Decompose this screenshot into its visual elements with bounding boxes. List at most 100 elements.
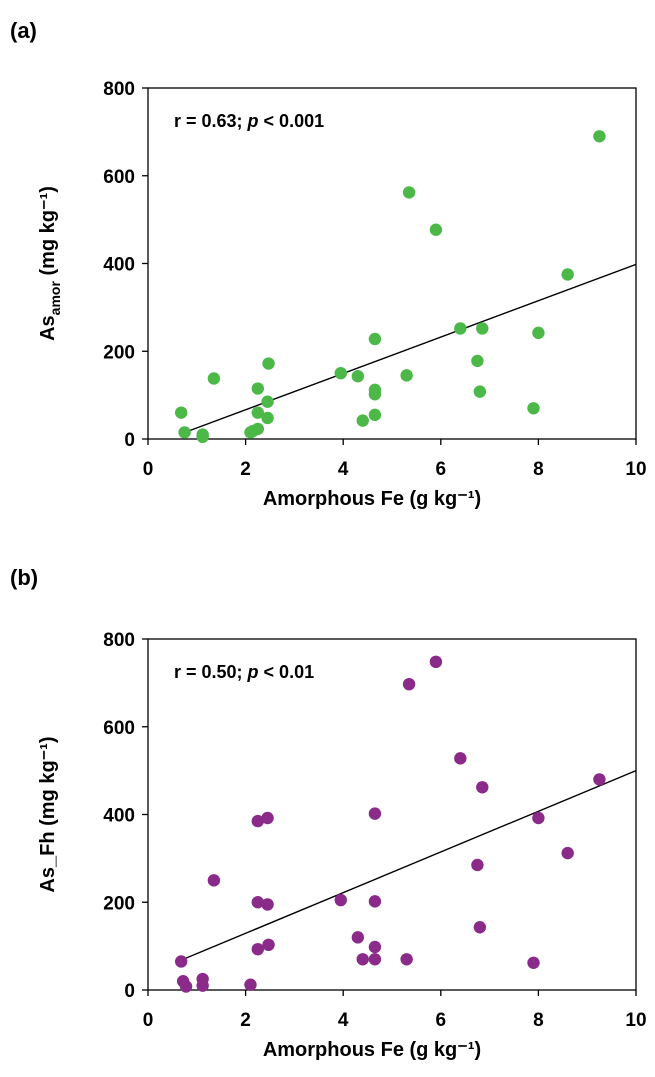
data-point (476, 781, 489, 794)
y-tick-label: 0 (124, 430, 135, 451)
correlation-annotation: r = 0.50; p < 0.01 (174, 662, 314, 682)
panel-label: (a) (10, 18, 37, 43)
correlation-annotation: r = 0.63; p < 0.001 (174, 111, 324, 131)
y-tick-label: 0 (124, 981, 135, 1002)
data-point (561, 268, 574, 281)
data-point (402, 186, 416, 199)
x-tick-label: 2 (240, 459, 251, 480)
data-point (261, 811, 274, 825)
plot-frame (147, 638, 637, 991)
data-point (356, 414, 369, 427)
x-axis-title: Amorphous Fe (g kg⁻¹) (263, 488, 481, 510)
x-tick-label: 4 (338, 459, 349, 480)
data-point (196, 979, 209, 992)
panel-label: (b) (10, 565, 38, 590)
p-value: < 0.001 (259, 111, 325, 131)
x-tick-label: 10 (625, 1010, 646, 1031)
data-point (251, 422, 264, 436)
x-tick-label: 8 (533, 459, 544, 480)
y-tick-label: 400 (103, 255, 135, 276)
y-axis-title-subscript: amor (47, 281, 63, 316)
x-tick-label: 0 (143, 459, 154, 480)
y-tick-label: 600 (103, 718, 135, 739)
p-value: < 0.01 (259, 662, 315, 682)
data-point (174, 955, 188, 968)
data-point (402, 677, 416, 691)
data-point (178, 426, 191, 439)
plot-frame (147, 87, 637, 440)
data-point (261, 395, 274, 408)
data-point (400, 369, 413, 382)
y-axis-title: Asamor (mg kg⁻¹) (37, 186, 63, 341)
data-point (368, 940, 382, 954)
data-point (368, 807, 382, 820)
y-axis-title-base: As_Fh (mg kg⁻¹) (37, 736, 59, 892)
r-value: r = 0.63; (174, 111, 248, 131)
data-point (244, 978, 257, 991)
data-point (473, 921, 487, 934)
x-tick-label: 6 (436, 459, 447, 480)
panel-a: (a) 0 2 4 6 8 10 0 200 400 600 800 r = 0.63; p < 0.0… (10, 18, 647, 510)
data-point (261, 411, 274, 425)
y-tick-label: 200 (103, 893, 135, 914)
data-point (593, 130, 606, 143)
data-point (471, 858, 484, 872)
data-point (251, 814, 264, 828)
y-tick-label: 200 (103, 342, 135, 363)
data-point (174, 406, 188, 419)
data-point (527, 956, 540, 969)
r-value: r = 0.50; (174, 662, 248, 682)
data-point (400, 953, 413, 966)
x-tick-label: 2 (240, 1010, 251, 1031)
data-point (473, 385, 487, 398)
data-point (251, 942, 264, 956)
data-point (368, 953, 382, 966)
trendline (180, 263, 637, 435)
y-tick-label: 400 (103, 806, 135, 827)
data-point (351, 370, 365, 383)
data-point (368, 388, 382, 401)
x-axis-title: Amorphous Fe (g kg⁻¹) (263, 1039, 481, 1061)
data-point (368, 895, 382, 908)
data-point (368, 332, 382, 346)
data-point (561, 846, 574, 860)
data-point (368, 408, 382, 422)
data-point (532, 811, 545, 825)
data-point (532, 326, 545, 340)
trendline (180, 769, 637, 961)
data-point (593, 773, 606, 786)
panel-b: (b) 0 2 4 6 8 10 0 200 400 600 800 r = 0.50; p < 0.0… (10, 565, 647, 1061)
data-point (429, 655, 443, 669)
x-tick-label: 10 (625, 459, 646, 480)
x-tick-label: 4 (338, 1010, 349, 1031)
data-point (334, 366, 347, 380)
data-point (454, 322, 467, 335)
data-point (334, 893, 347, 907)
data-point (251, 896, 264, 909)
data-point (527, 402, 540, 415)
y-tick-label: 600 (103, 167, 135, 188)
data-point (262, 357, 275, 370)
data-point (261, 898, 274, 911)
data-point (471, 354, 484, 368)
data-point (251, 406, 264, 419)
y-axis-title-unit: (mg kg⁻¹) (37, 186, 59, 281)
data-point (476, 322, 489, 335)
p-symbol: p (247, 111, 259, 131)
data-point (454, 752, 467, 765)
y-tick-label: 800 (103, 630, 135, 651)
data-point (179, 980, 193, 993)
y-axis-title-base: As (37, 315, 59, 341)
p-symbol: p (247, 662, 259, 682)
data-point (207, 372, 221, 385)
data-point (262, 938, 275, 952)
x-tick-label: 0 (143, 1010, 154, 1031)
data-point (207, 874, 221, 887)
y-tick-label: 800 (103, 79, 135, 100)
data-point (356, 953, 369, 966)
data-point (429, 223, 443, 236)
data-point (251, 382, 264, 395)
y-axis-title: As_Fh (mg kg⁻¹) (37, 736, 59, 892)
x-tick-label: 6 (436, 1010, 447, 1031)
